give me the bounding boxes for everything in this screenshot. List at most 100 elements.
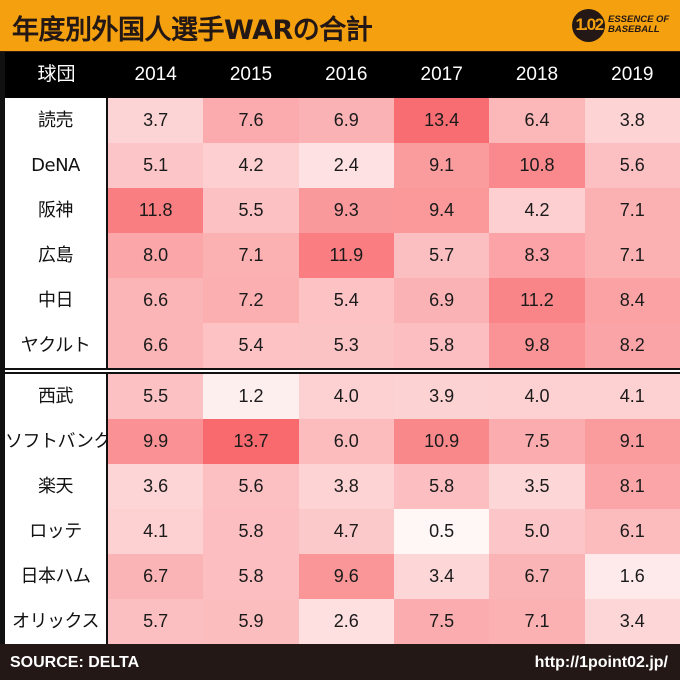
- heatmap-cell: 11.8: [108, 188, 204, 233]
- heatmap-cell: 5.7: [108, 599, 204, 644]
- heatmap-cell: 10.9: [393, 419, 490, 464]
- heatmap-cell: 9.4: [393, 188, 490, 233]
- brand-logo: 1.02 ESSENCE OF BASEBALL: [572, 9, 680, 43]
- heatmap-cell: 5.6: [584, 143, 680, 188]
- team-name: ロッテ: [5, 509, 108, 554]
- table-row: 読売 3.7 7.6 6.9 13.4 6.4 3.8: [5, 98, 680, 143]
- column-header-year: 2019: [611, 64, 654, 85]
- heatmap-cell: 6.9: [393, 278, 490, 323]
- heatmap-cell: 8.2: [584, 323, 680, 368]
- team-name: DeNA: [5, 143, 108, 188]
- heatmap-cell: 4.0: [298, 374, 394, 419]
- header-row: 球団 2014 2015 2016 2017 2018 2019: [5, 52, 680, 98]
- heatmap-cell: 3.4: [393, 554, 490, 599]
- heatmap-cell: 5.8: [393, 464, 490, 509]
- team-name: オリックス: [5, 599, 108, 644]
- heatmap-cell: 6.4: [489, 98, 585, 143]
- heatmap-cell: 13.7: [203, 419, 299, 464]
- column-header-year: 2016: [325, 64, 368, 85]
- team-name: 日本ハム: [5, 554, 108, 599]
- heatmap-cell: 5.1: [108, 143, 204, 188]
- heatmap-cell: 5.8: [393, 323, 490, 368]
- source-url: http://1point02.jp/: [534, 654, 668, 671]
- table-row: ヤクルト 6.6 5.4 5.3 5.8 9.8 8.2: [5, 323, 680, 368]
- heatmap-cell: 4.1: [584, 374, 680, 419]
- column-header-year: 2014: [134, 64, 177, 85]
- heatmap-cell: 6.7: [108, 554, 204, 599]
- heatmap-cell: 5.7: [393, 233, 490, 278]
- heatmap-cell: 5.5: [108, 374, 204, 419]
- heatmap-cell: 4.0: [489, 374, 585, 419]
- heatmap-cell: 6.0: [298, 419, 394, 464]
- heatmap-cell: 4.2: [203, 143, 299, 188]
- heatmap-cell: 8.0: [108, 233, 204, 278]
- heatmap-cell: 3.5: [489, 464, 585, 509]
- heatmap-cell: 5.8: [203, 509, 299, 554]
- heatmap-cell: 8.1: [584, 464, 680, 509]
- team-name: ソフトバンク: [5, 419, 108, 464]
- heatmap-cell: 2.4: [298, 143, 394, 188]
- logo-baseball-icon: 1.02: [572, 9, 605, 42]
- heatmap-cell: 9.3: [298, 188, 394, 233]
- heatmap-cell: 6.6: [108, 278, 204, 323]
- chart-title: 年度別外国人選手WARの合計: [12, 15, 373, 46]
- heatmap-cell: 5.4: [298, 278, 394, 323]
- heatmap-cell: 1.6: [584, 554, 680, 599]
- heatmap-cell: 4.2: [489, 188, 585, 233]
- table-row: 西武 5.5 1.2 4.0 3.9 4.0 4.1: [5, 374, 680, 419]
- heatmap-cell: 7.5: [489, 419, 585, 464]
- heatmap-cell: 8.3: [489, 233, 585, 278]
- heatmap-cell: 7.1: [584, 188, 680, 233]
- heatmap-cell: 9.1: [584, 419, 680, 464]
- heatmap-cell: 5.3: [298, 323, 394, 368]
- footer: SOURCE: DELTA http://1point02.jp/: [0, 647, 680, 680]
- table-row: ソフトバンク 9.9 13.7 6.0 10.9 7.5 9.1: [5, 419, 680, 464]
- table-row: 阪神 11.8 5.5 9.3 9.4 4.2 7.1: [5, 188, 680, 233]
- heatmap-cell: 4.1: [108, 509, 204, 554]
- heatmap-cell: 6.9: [298, 98, 394, 143]
- table-body: 読売 3.7 7.6 6.9 13.4 6.4 3.8 DeNA 5.1 4.2 2.4 9.1 10.…: [5, 98, 680, 644]
- team-name: 広島: [5, 233, 108, 278]
- heatmap-cell: 9.1: [393, 143, 490, 188]
- heatmap-cell: 9.8: [489, 323, 585, 368]
- heatmap-cell: 1.2: [203, 374, 299, 419]
- heatmap-cell: 3.8: [298, 464, 394, 509]
- heatmap-cell: 3.4: [584, 599, 680, 644]
- table-row: 楽天 3.6 5.6 3.8 5.8 3.5 8.1: [5, 464, 680, 509]
- heatmap-cell: 7.1: [203, 233, 299, 278]
- heatmap-cell: 5.4: [203, 323, 299, 368]
- heatmap-table: 球団 2014 2015 2016 2017 2018 2019 読売 3.7 7.6 6.9 1…: [0, 52, 680, 644]
- team-name: 中日: [5, 278, 108, 323]
- team-name: 西武: [5, 374, 108, 419]
- heatmap-cell: 7.5: [393, 599, 490, 644]
- table-row: 中日 6.6 7.2 5.4 6.9 11.2 8.4: [5, 278, 680, 323]
- heatmap-cell: 6.1: [584, 509, 680, 554]
- logo-text: ESSENCE OF BASEBALL: [608, 15, 669, 35]
- heatmap-cell: 7.6: [203, 98, 299, 143]
- heatmap-cell: 2.6: [298, 599, 394, 644]
- column-header-year: 2017: [420, 64, 463, 85]
- heatmap-cell: 7.1: [584, 233, 680, 278]
- table-row: DeNA 5.1 4.2 2.4 9.1 10.8 5.6: [5, 143, 680, 188]
- heatmap-cell: 5.0: [489, 509, 585, 554]
- heatmap-cell: 3.7: [108, 98, 204, 143]
- heatmap-cell: 11.2: [489, 278, 585, 323]
- table-row: 日本ハム 6.7 5.8 9.6 3.4 6.7 1.6: [5, 554, 680, 599]
- heatmap-cell: 5.9: [203, 599, 299, 644]
- logo-line-2: BASEBALL: [608, 24, 660, 35]
- heatmap-cell: 6.7: [489, 554, 585, 599]
- heatmap-cell: 4.7: [298, 509, 394, 554]
- heatmap-cell: 10.8: [489, 143, 585, 188]
- heatmap-cell: 9.6: [298, 554, 394, 599]
- column-header-year: 2015: [229, 64, 273, 85]
- logo-number: 1.02: [575, 15, 604, 34]
- heatmap-cell: 9.9: [108, 419, 204, 464]
- team-name: 阪神: [5, 188, 108, 233]
- heatmap-cell: 7.1: [489, 599, 585, 644]
- heatmap-cell: 6.6: [108, 323, 204, 368]
- heatmap-cell: 13.4: [393, 98, 490, 143]
- team-name: 楽天: [5, 464, 108, 509]
- logo-line-1: ESSENCE OF: [608, 14, 670, 25]
- source-label: SOURCE: DELTA: [10, 654, 140, 671]
- heatmap-cell: 7.2: [203, 278, 299, 323]
